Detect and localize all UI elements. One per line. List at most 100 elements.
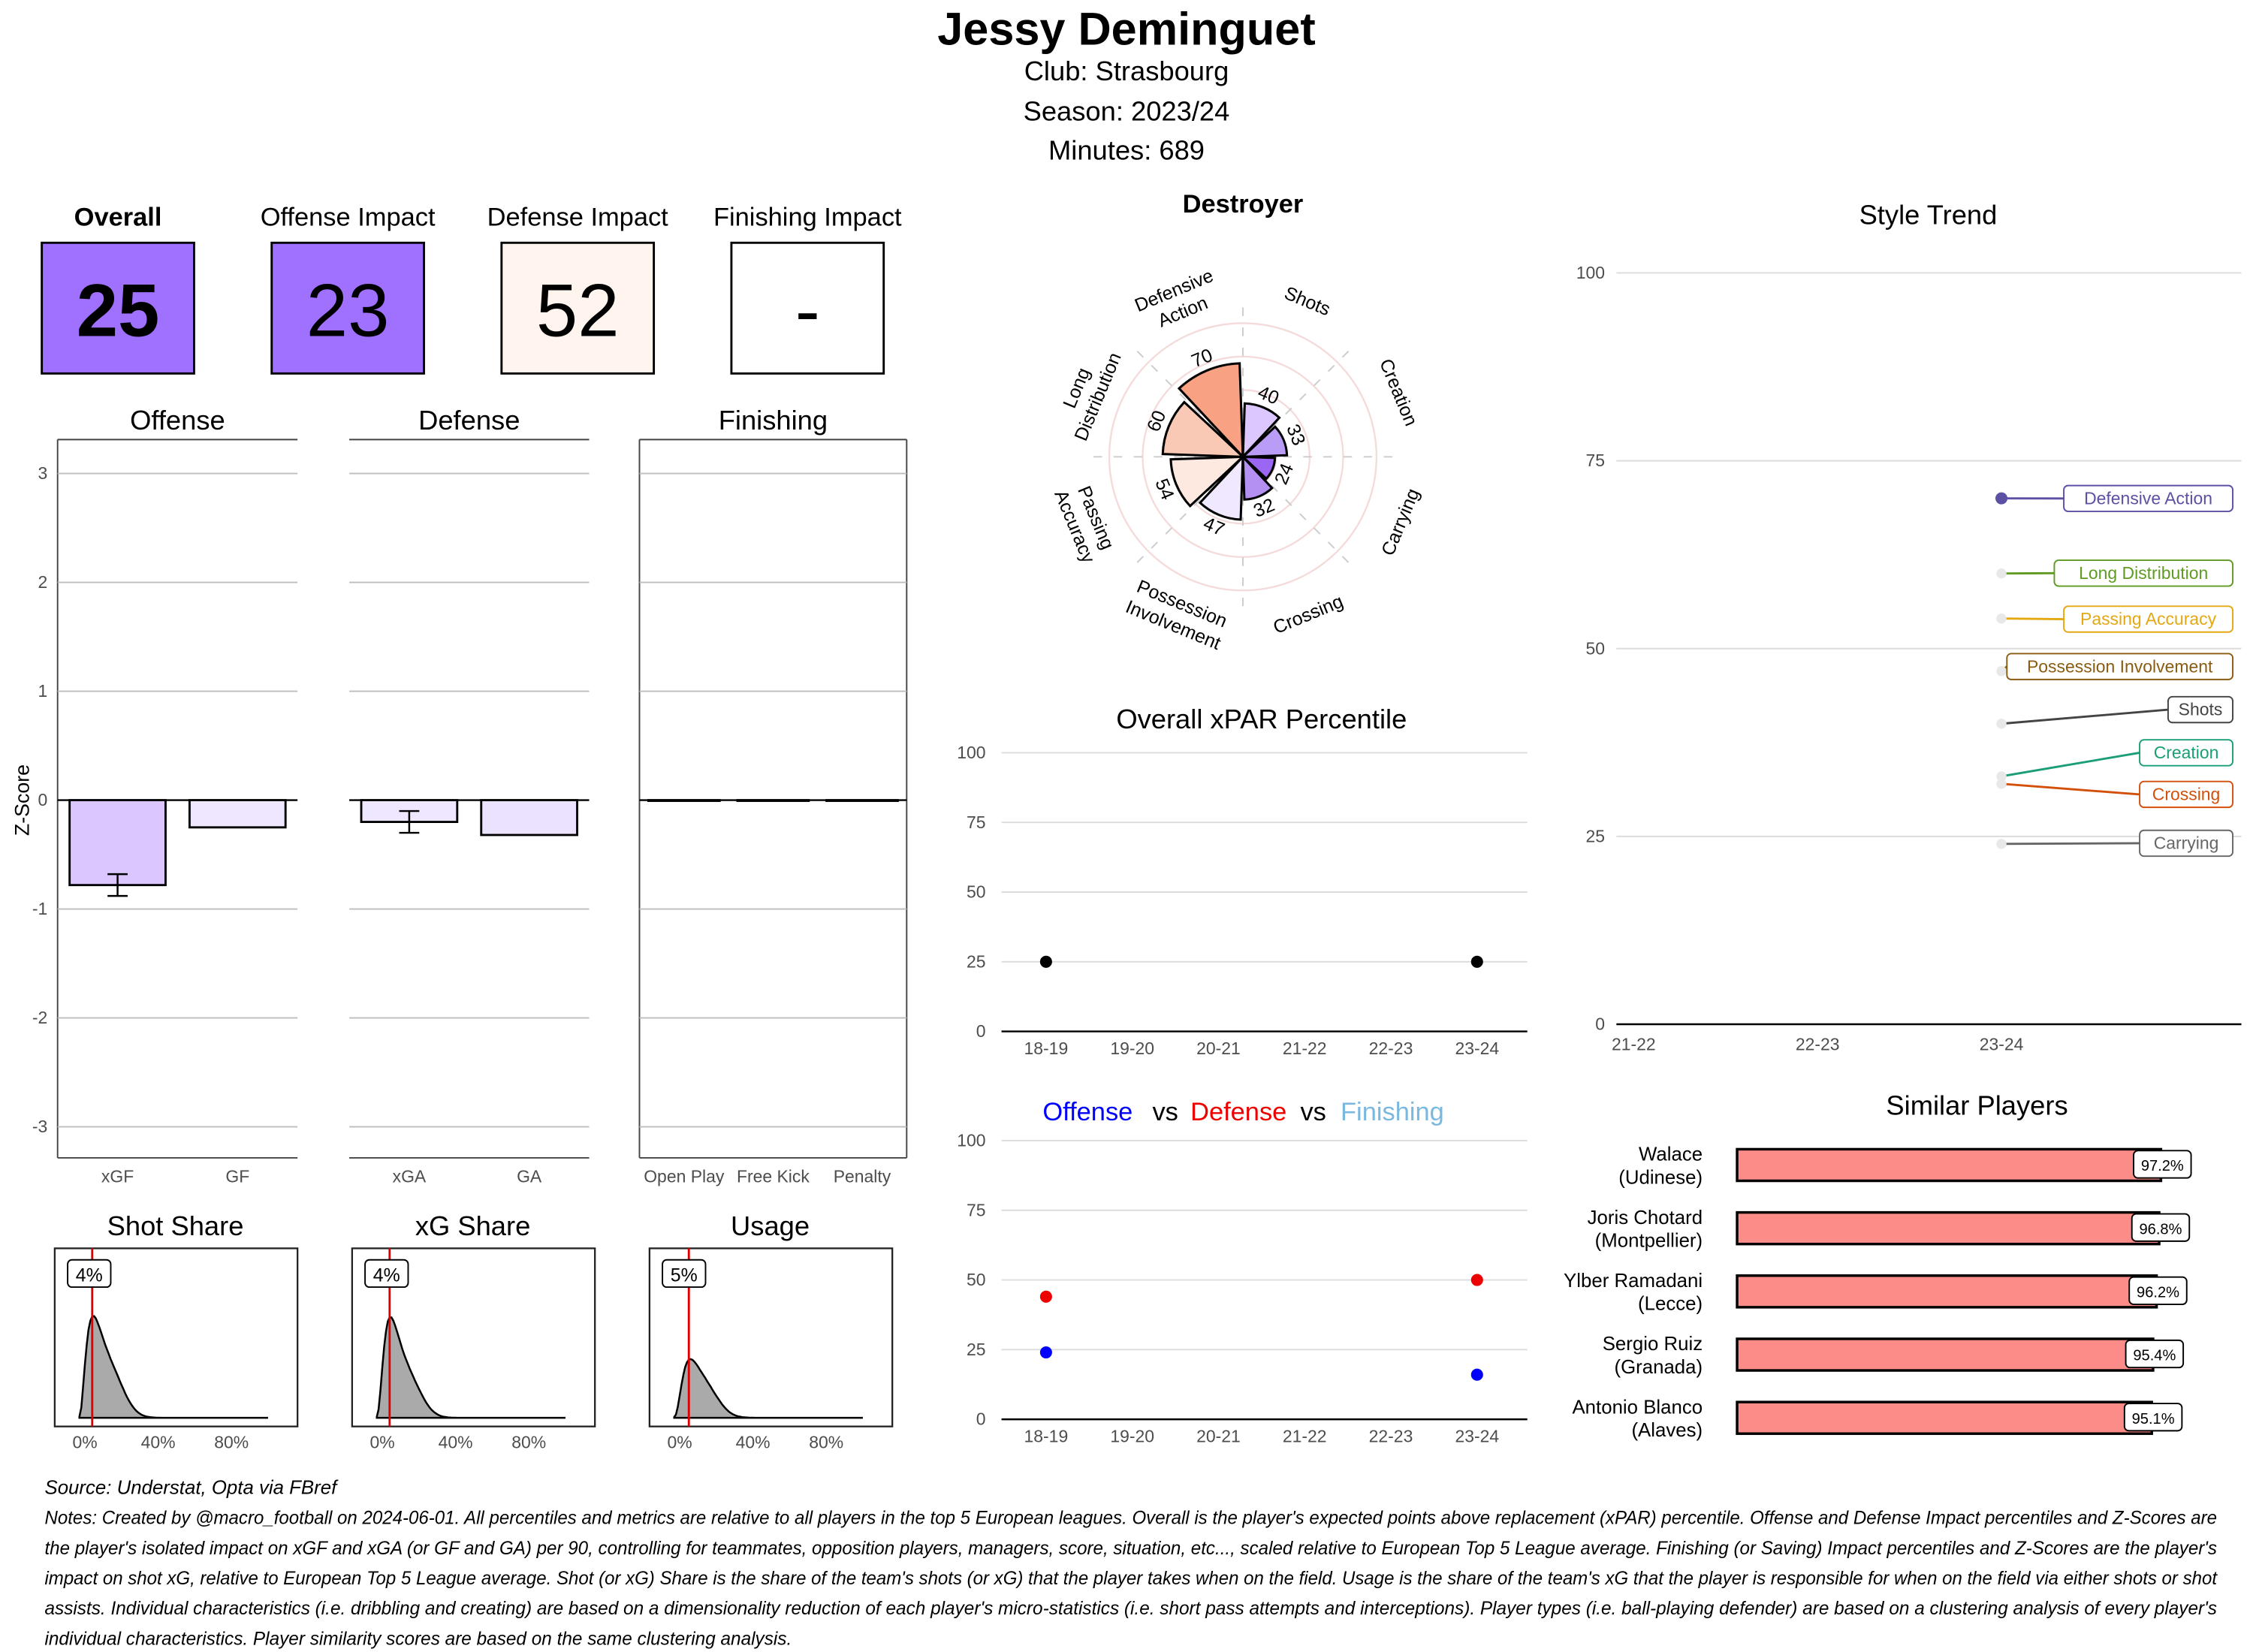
similar-player-club: (Granada) xyxy=(1614,1357,1703,1378)
zscore-bar-label: Penalty xyxy=(834,1166,891,1186)
notes-line: assists. Individual characteristics (i.e… xyxy=(44,1598,2217,1619)
x-tick-label: 21-22 xyxy=(1283,1427,1327,1446)
radar-sector xyxy=(1239,425,1289,459)
chart-title-part: Offense xyxy=(1042,1098,1133,1126)
share-panel: Shot Share 4% 0% 40% 80% xyxy=(53,1210,299,1452)
impact-card-label: Offense Impact xyxy=(261,203,436,231)
impact-card-value: 23 xyxy=(306,270,390,353)
trend-label-box xyxy=(2139,739,2233,767)
radar-sector xyxy=(1239,455,1277,481)
zscore-tick-label: -1 xyxy=(32,899,47,918)
club-line: Club: Strasbourg xyxy=(1024,56,1229,86)
chart-title-part: Finishing xyxy=(1341,1098,1444,1126)
xpar-percentile-chart: Overall xPAR Percentile 100 75 50 25 0 18-19 19… xyxy=(957,704,1528,1058)
zscore-bar-label: GA xyxy=(517,1166,542,1186)
similarity-bar xyxy=(1736,1400,2153,1435)
y-tick-label: 0 xyxy=(1595,1014,1605,1034)
trend-label-box xyxy=(2167,695,2234,724)
share-panel-title: Usage xyxy=(731,1210,810,1241)
impact-card: Defense Impact 52 xyxy=(487,203,668,375)
style-trend-chart: Style Trend 100 75 50 25 0 21-22 22-23 23-24 Defe… xyxy=(1576,199,2242,1054)
impact-card-value: 25 xyxy=(77,270,160,353)
data-point-defense xyxy=(1039,1290,1052,1303)
y-tick-label: 0 xyxy=(976,1021,986,1041)
radar-ring xyxy=(1108,322,1378,592)
share-tick-label: 40% xyxy=(439,1432,473,1452)
zscore-tick-label: -3 xyxy=(32,1117,47,1136)
share-panel-title: Shot Share xyxy=(107,1210,244,1241)
similar-player-name: Sergio Ruiz xyxy=(1603,1334,1703,1355)
radar-sector xyxy=(1241,402,1281,460)
radar-sector xyxy=(1241,454,1274,501)
y-tick-label: 25 xyxy=(967,951,986,971)
radar-title: Destroyer xyxy=(1183,190,1304,219)
zscore-panel-title: Finishing xyxy=(719,405,828,436)
trend-connector xyxy=(2001,617,2064,620)
x-tick-label: 22-23 xyxy=(1796,1034,1840,1054)
share-tick-label: 40% xyxy=(141,1432,176,1452)
similar-player-name: Antonio Blanco xyxy=(1572,1397,1703,1418)
similarity-label-box xyxy=(2125,1339,2185,1369)
similarity-bar xyxy=(1736,1337,2155,1372)
share-value-badge xyxy=(364,1259,409,1289)
x-tick-label: 20-21 xyxy=(1196,1427,1241,1446)
similarity-label: 95.4% xyxy=(2133,1348,2176,1364)
x-tick-label: 22-23 xyxy=(1369,1427,1413,1446)
trend-label: Crossing xyxy=(2152,785,2221,804)
impact-card-value: 52 xyxy=(536,270,620,353)
chart-title: Overall xPAR Percentile xyxy=(1116,704,1407,734)
similarity-bar xyxy=(1736,1274,2158,1309)
trend-connector xyxy=(2001,782,2140,796)
y-tick-label: 50 xyxy=(1586,638,1606,658)
impact-card-box xyxy=(730,241,885,375)
trend-label: Possession Involvement xyxy=(2027,656,2213,676)
trend-series: Defensive Action xyxy=(1995,484,2234,512)
trend-label-box xyxy=(2063,605,2234,633)
x-tick-label: 22-23 xyxy=(1369,1039,1413,1058)
y-tick-label: 75 xyxy=(967,1200,986,1219)
share-value-badge xyxy=(662,1259,707,1289)
trend-label: Defensive Action xyxy=(2084,488,2212,508)
impact-card-box xyxy=(500,241,656,375)
chart-title-part: vs xyxy=(1300,1098,1326,1126)
radar-sector xyxy=(1177,362,1244,460)
zscore-panel-finishing: Finishing Open Play Free Kick Penalty xyxy=(638,405,908,1186)
season-line: Season: 2023/24 xyxy=(1024,96,1230,127)
style-radar-chart: Destroyer40Shots33Creation24Carrying32Cr… xyxy=(1050,190,1424,654)
trend-series: Passing Accuracy xyxy=(1996,605,2234,633)
trend-point xyxy=(1995,492,2008,505)
zscore-tick-label: 1 xyxy=(38,681,48,701)
share-tick-label: 40% xyxy=(736,1432,771,1452)
share-tick-label: 80% xyxy=(214,1432,249,1452)
zscore-panels: Z-Score 3 2 1 0 -1 -2 -3 Offense xGF GF Defense xGA G… xyxy=(11,405,908,1186)
trend-label-box xyxy=(2006,653,2234,680)
share-tick-label: 0% xyxy=(667,1432,692,1452)
impact-card-box xyxy=(270,241,425,375)
y-tick-label: 0 xyxy=(976,1409,986,1429)
zscore-bar-label: Open Play xyxy=(644,1166,725,1186)
radar-category-label: Crossing xyxy=(1270,591,1346,638)
source-text: Source: Understat, Opta via FBref xyxy=(44,1478,339,1499)
zscore-tick-label: 3 xyxy=(38,463,48,483)
trend-point xyxy=(1996,839,2007,849)
y-tick-label: 50 xyxy=(967,1270,986,1289)
similarity-label: 97.2% xyxy=(2141,1158,2184,1174)
offense-defense-finishing-chart: Offense vs Defense vs Finishing 100 75 50 25 0 18-… xyxy=(957,1098,1528,1446)
data-point-offense xyxy=(1470,1368,1483,1381)
trend-series: Creation xyxy=(1996,739,2233,782)
similarity-bar xyxy=(1736,1210,2161,1246)
share-value-badge xyxy=(67,1259,112,1289)
data-point-overall xyxy=(1039,955,1052,968)
share-tick-label: 0% xyxy=(72,1432,97,1452)
radar-ring xyxy=(1142,355,1344,558)
zscore-bar xyxy=(188,799,287,829)
similar-player-row: Ylber Ramadani(Lecce) 96.2% xyxy=(1564,1271,2188,1315)
radar-sector xyxy=(1169,455,1246,508)
similar-player-row: Joris Chotard (Montpellier) 96.8% xyxy=(1588,1207,2191,1252)
zscore-panel-offense: Offense xGF GF xyxy=(57,405,298,1186)
share-panel: xG Share 4% 0% 40% 80% xyxy=(351,1210,596,1452)
minutes-line: Minutes: 689 xyxy=(1048,134,1205,165)
